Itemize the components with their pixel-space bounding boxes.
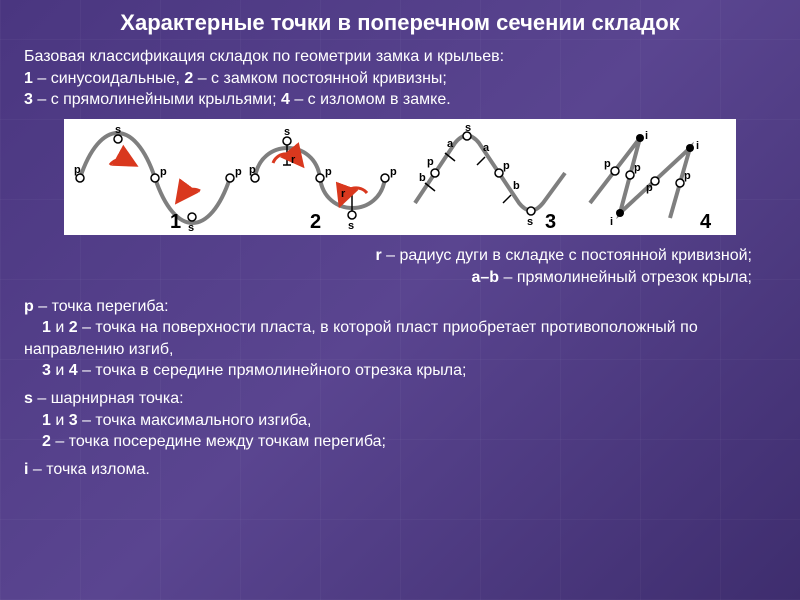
svg-text:p: p xyxy=(646,182,653,194)
svg-text:i: i xyxy=(696,140,699,152)
def-p-2b: 4 xyxy=(69,362,78,379)
def-s-2txt: – точка посередине между точкам перегиба… xyxy=(51,433,386,450)
svg-text:r: r xyxy=(291,154,296,166)
svg-text:2: 2 xyxy=(310,211,321,233)
svg-text:p: p xyxy=(325,166,332,178)
def-s-1a: 1 xyxy=(42,412,51,429)
svg-text:p: p xyxy=(74,164,81,176)
def-p-1and: и xyxy=(51,319,69,336)
svg-text:s: s xyxy=(348,220,354,232)
def-p-1b: 2 xyxy=(69,319,78,336)
svg-text:b: b xyxy=(419,172,426,184)
fold-diagram: p s p s p 1 xyxy=(64,119,736,235)
def-p-sym: p xyxy=(24,298,34,315)
def-s-1and: и xyxy=(51,412,69,429)
def-p-2and: и xyxy=(51,362,69,379)
svg-text:p: p xyxy=(160,166,167,178)
svg-text:s: s xyxy=(527,216,533,228)
def-i-head: – точка излома. xyxy=(28,461,149,478)
intro-idx-1: 1 xyxy=(24,70,33,87)
intro-desc-1: – синусоидальные, xyxy=(33,70,184,87)
svg-text:p: p xyxy=(684,170,691,182)
svg-text:s: s xyxy=(188,222,194,233)
svg-text:p: p xyxy=(390,166,397,178)
def-s-1txt: – точка максимального изгиба, xyxy=(78,412,312,429)
def-p-2txt: – точка в середине прямолинейного отрезк… xyxy=(78,362,467,379)
svg-text:p: p xyxy=(235,166,242,178)
def-s-1b: 3 xyxy=(69,412,78,429)
svg-text:i: i xyxy=(610,216,613,228)
svg-text:p: p xyxy=(634,162,641,174)
svg-text:1: 1 xyxy=(170,211,181,233)
intro-idx-3: 3 xyxy=(24,91,33,108)
svg-text:p: p xyxy=(503,160,510,172)
intro-desc-4: – с изломом в замке. xyxy=(290,91,451,108)
svg-text:s: s xyxy=(284,126,290,138)
svg-text:a: a xyxy=(483,142,490,154)
svg-text:s: s xyxy=(465,123,471,134)
svg-text:a: a xyxy=(447,138,454,150)
def-p-1a: 1 xyxy=(42,319,51,336)
intro-idx-4: 4 xyxy=(281,91,290,108)
svg-text:p: p xyxy=(249,164,256,176)
legend-r-txt: – радиус дуги в складке с постоянной кри… xyxy=(382,247,752,264)
intro-lead: Базовая классификация складок по геометр… xyxy=(24,48,504,65)
def-s-2a: 2 xyxy=(42,433,51,450)
def-s-head: – шарнирная точка: xyxy=(33,390,184,407)
definitions-block: p – точка перегиба: 1 и 2 – точка на пов… xyxy=(24,296,776,481)
def-p-2a: 3 xyxy=(42,362,51,379)
svg-text:4: 4 xyxy=(700,211,712,233)
def-p-1txt: – точка на поверхности пласта, в которой… xyxy=(24,319,698,358)
svg-text:p: p xyxy=(427,156,434,168)
svg-text:r: r xyxy=(341,188,346,200)
svg-text:s: s xyxy=(115,124,121,136)
intro-block: Базовая классификация складок по геометр… xyxy=(24,46,776,111)
intro-desc-2: – с замком постоянной кривизны; xyxy=(193,70,447,87)
def-s-sym: s xyxy=(24,390,33,407)
intro-desc-3: – с прямолинейными крыльями; xyxy=(33,91,281,108)
legend-block: r – радиус дуги в складке с постоянной к… xyxy=(24,245,752,290)
intro-idx-2: 2 xyxy=(184,70,193,87)
def-p-head: – точка перегиба: xyxy=(34,298,169,315)
svg-text:i: i xyxy=(645,130,648,142)
legend-ab-sym: a–b xyxy=(471,269,499,286)
svg-text:3: 3 xyxy=(545,211,556,233)
legend-ab-txt: – прямолинейный отрезок крыла; xyxy=(499,269,752,286)
page-title: Характерные точки в поперечном сечении с… xyxy=(24,10,776,36)
svg-text:b: b xyxy=(513,180,520,192)
svg-text:p: p xyxy=(604,158,611,170)
